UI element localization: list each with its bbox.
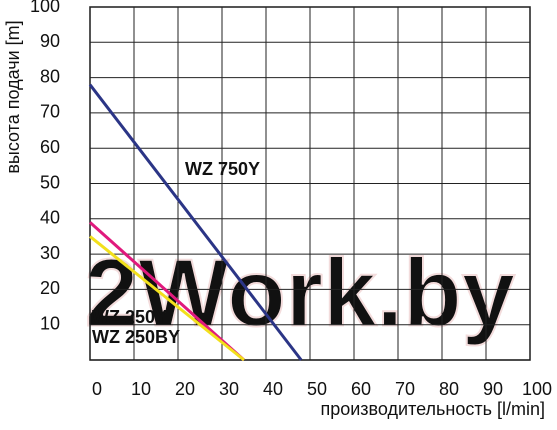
data-line [89,235,245,362]
x-tick-label: 30 [219,379,239,399]
x-tick-label: 60 [351,379,371,399]
x-tick-label: 40 [263,379,283,399]
y-tick-label: 40 [40,208,60,228]
series-label: WZ 750Y [185,159,260,179]
x-tick-label: 50 [307,379,327,399]
data-line [89,221,245,362]
x-axis-label: производительность [l/min] [320,399,545,419]
watermark: 2Work.by [85,239,515,346]
y-tick-label: 90 [40,31,60,51]
x-tick-label: 20 [175,379,195,399]
series-label: WZ 250BY [92,327,180,347]
series-label: WZ 250Y [92,307,167,327]
x-tick-label: 90 [483,379,503,399]
y-tick-label: 60 [40,137,60,157]
data-line [88,83,303,361]
y-tick-label: 20 [40,278,60,298]
y-axis-label: высота подачи [m] [3,20,23,173]
x-tick-label: 70 [395,379,415,399]
x-tick-label: 0 [92,379,102,399]
y-tick-label: 10 [40,313,60,333]
y-tick-label: 80 [40,66,60,86]
x-tick-label: 10 [131,379,151,399]
x-tick-label: 80 [439,379,459,399]
y-tick-label: 100 [30,0,60,16]
y-tick-label: 30 [40,243,60,263]
y-tick-label: 70 [40,102,60,122]
y-tick-label: 50 [40,172,60,192]
x-tick-label: 100 [522,379,552,399]
